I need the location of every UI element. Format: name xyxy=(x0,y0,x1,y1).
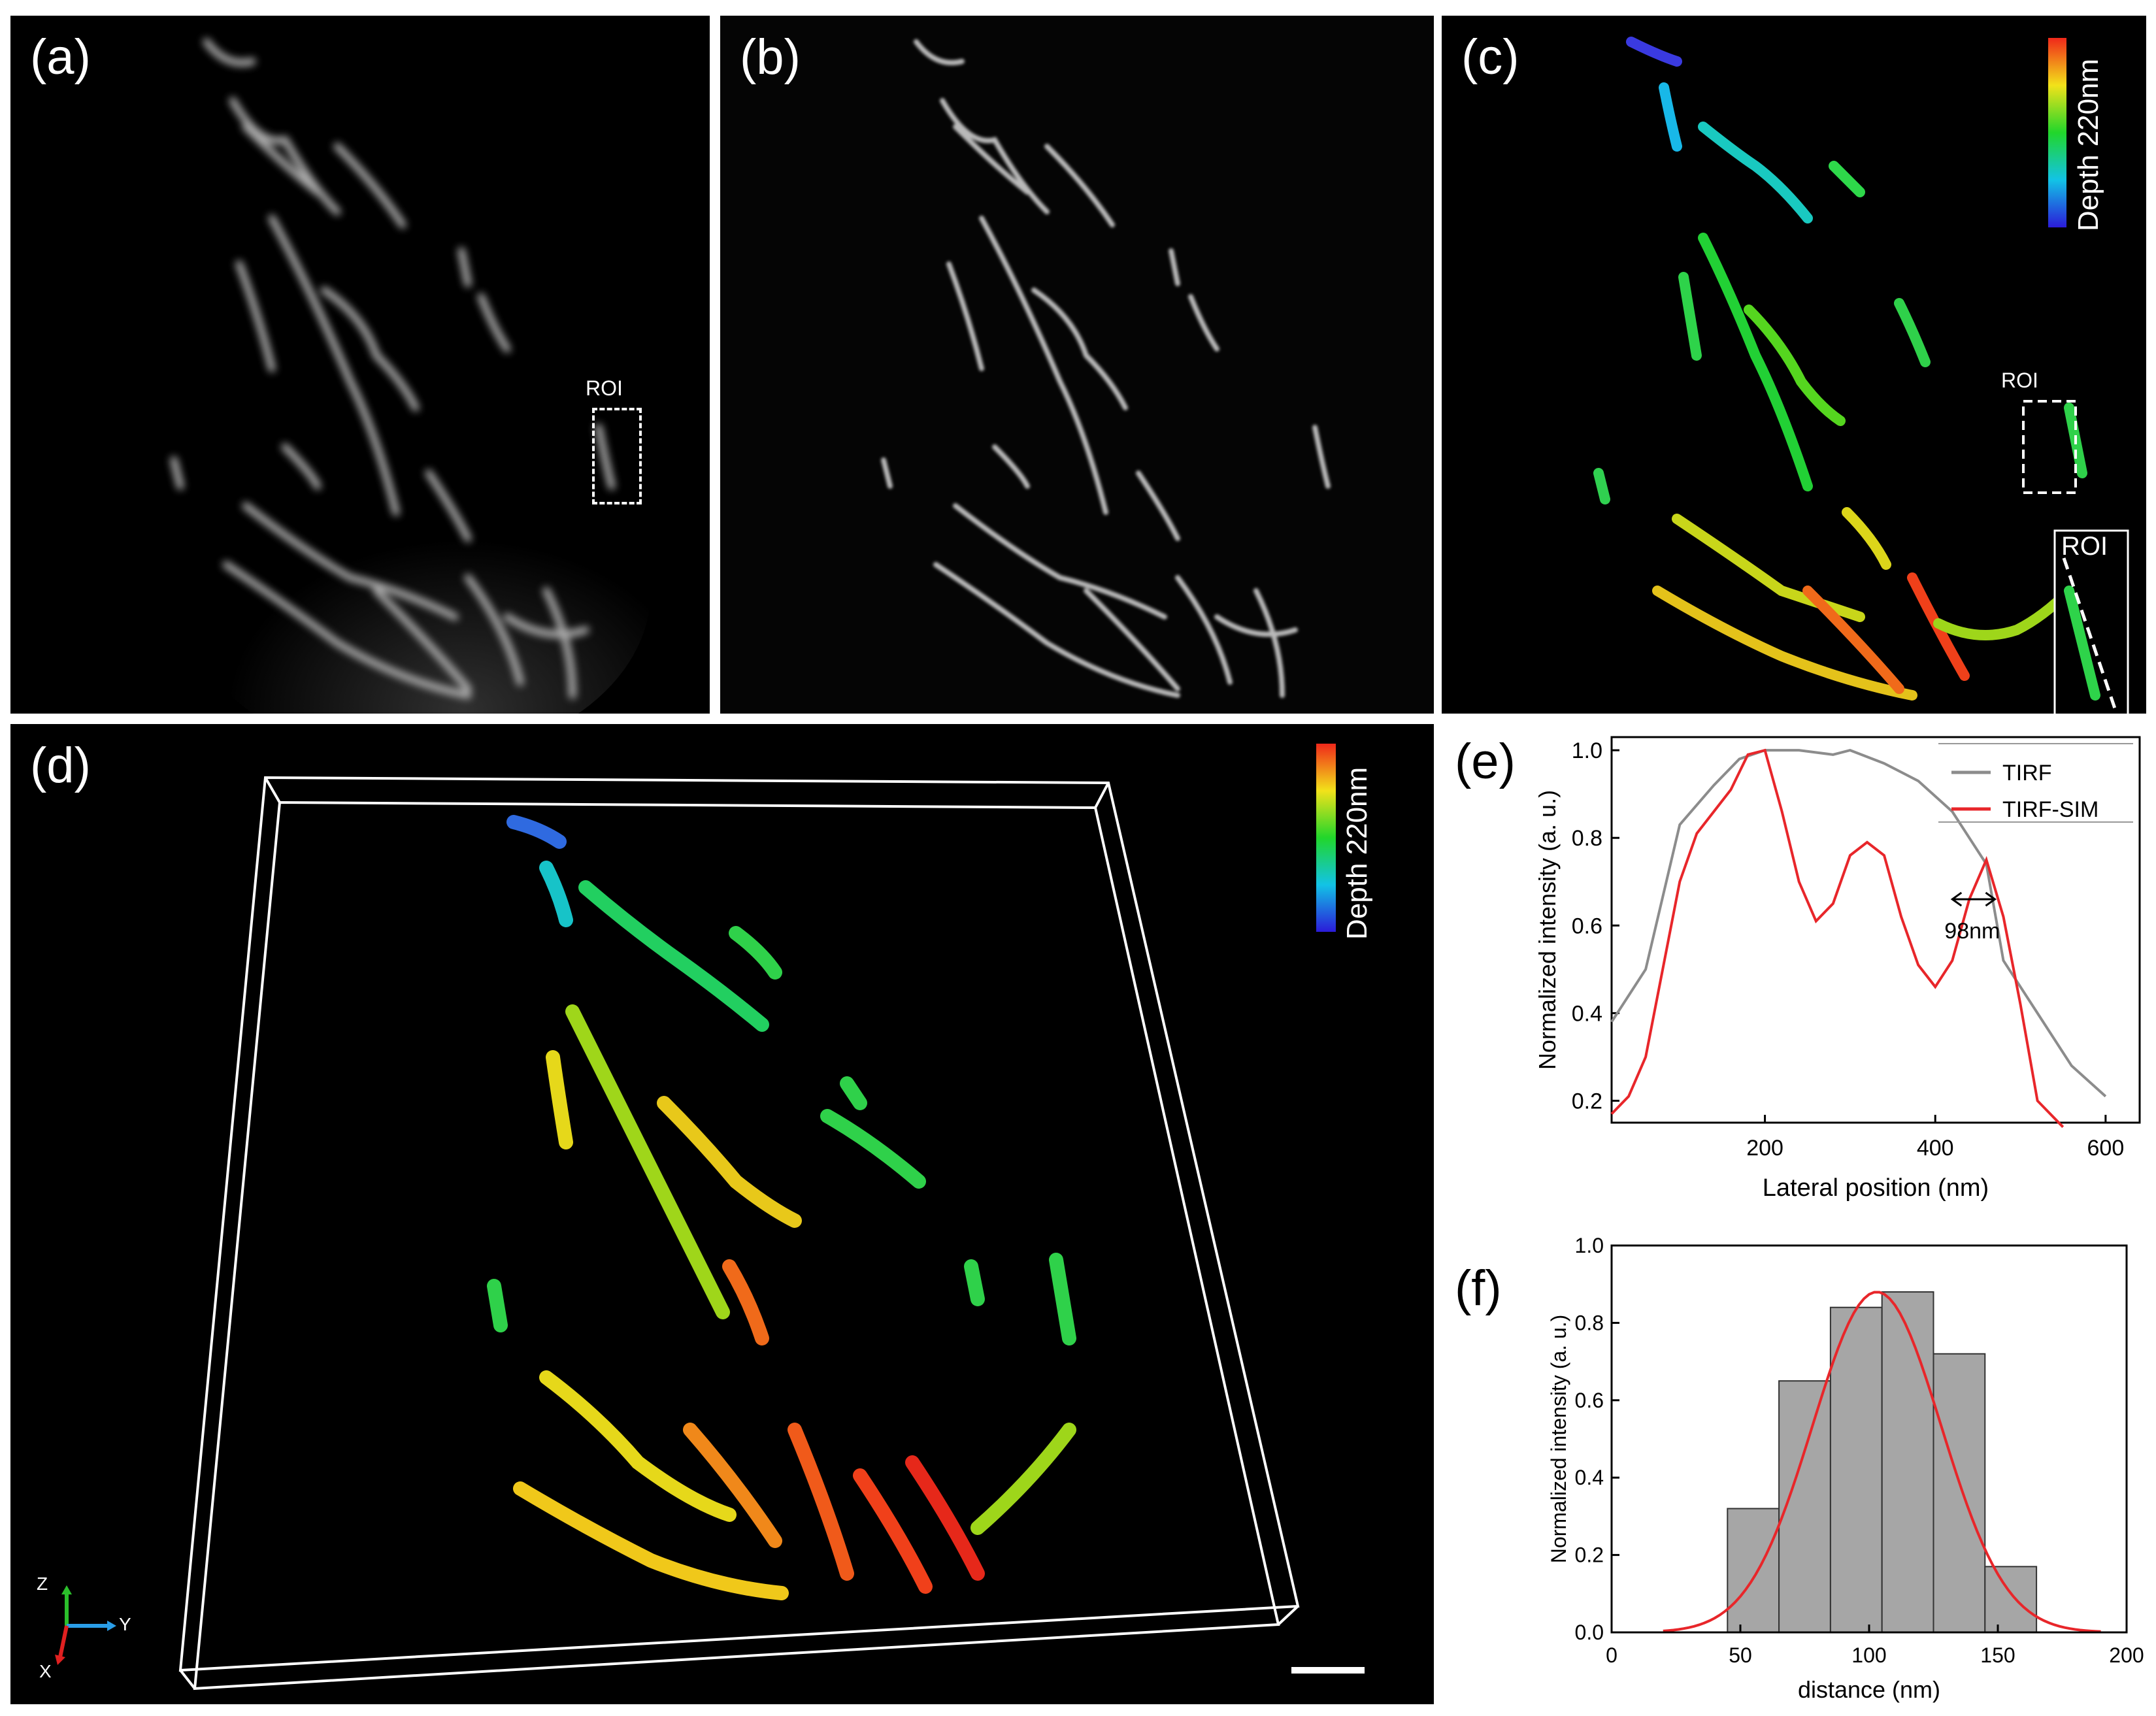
panel-e-label: (e) xyxy=(1455,734,1516,789)
x-tick-label-f: 200 xyxy=(2109,1643,2144,1667)
panel-e-line-chart: (e) 200 400 600 0.2 0.4 0.6 0.8 1.0 Lateral posi… xyxy=(1442,724,2146,1240)
x-tick-label-f: 50 xyxy=(1729,1643,1752,1667)
axis-y-label: Y xyxy=(119,1614,131,1634)
panel-c-label: (c) xyxy=(1461,29,1519,85)
histogram-bar xyxy=(1932,1353,1986,1633)
panel-c-image xyxy=(1442,16,2146,714)
y-tick-label-f: 0.6 xyxy=(1575,1389,1604,1412)
roi-label-a: ROI xyxy=(586,376,623,400)
y-tick-label-e: 1.0 xyxy=(1572,738,1602,763)
axis-x-label: X xyxy=(39,1661,52,1681)
histogram-bar xyxy=(1881,1291,1934,1634)
legend-label: TIRF-SIM xyxy=(2002,797,2098,822)
panel-f-label: (f) xyxy=(1455,1261,1502,1316)
y-tick-label-f: 0.2 xyxy=(1575,1543,1604,1567)
chart-e-svg: 200 400 600 0.2 0.4 0.6 0.8 1.0 Lateral position… xyxy=(1534,736,2141,1202)
annotation-arrow-left xyxy=(1950,891,1963,907)
panel-a-tirf-image: (a) ROI xyxy=(10,16,710,714)
y-tick-label-e: 0.6 xyxy=(1572,914,1602,938)
y-tick-label-e: 0.8 xyxy=(1572,826,1602,851)
y-axis-label-f: Normalized intensity (a. u.) xyxy=(1547,1315,1570,1564)
x-axis-label-e: Lateral position (nm) xyxy=(1763,1174,1989,1202)
x-tick-label-f: 100 xyxy=(1851,1643,1886,1667)
x-axis-label-f: distance (nm) xyxy=(1798,1676,1940,1703)
y-tick-label-f: 0.8 xyxy=(1575,1311,1604,1334)
panel-a-label: (a) xyxy=(30,29,91,85)
histogram-bar xyxy=(1984,1566,2038,1633)
panel-a-image xyxy=(10,16,710,714)
gaussian-fit-curve xyxy=(1663,1291,2101,1633)
panel-d-label: (d) xyxy=(30,738,91,793)
colorbar-label-d: Depth 220nm xyxy=(1341,767,1373,940)
x-tick-label-f: 0 xyxy=(1606,1643,1617,1667)
axis-z-label: Z xyxy=(37,1574,48,1594)
panel-d-3d-render: (d) Depth 220nm Z Y X xyxy=(10,724,1434,1704)
roi-label-c: ROI xyxy=(2001,369,2038,392)
roi-box-a xyxy=(592,408,642,504)
x-tick-label-e: 400 xyxy=(1917,1136,1954,1161)
plot-frame-e xyxy=(1610,736,2141,1124)
panel-f-histogram: (f) 0 50 100 150 200 0.0 0.2 0.4 0.6 0.8 1.0 distan… xyxy=(1442,1234,2146,1704)
xyz-axis-icon xyxy=(55,1585,116,1665)
y-tick-label-e: 0.2 xyxy=(1572,1089,1602,1114)
x-tick-label-f: 150 xyxy=(1980,1643,2015,1667)
y-tick-label-f: 0.4 xyxy=(1575,1466,1604,1489)
annotation-label: 98nm xyxy=(1944,919,2000,944)
panel-b-image xyxy=(720,16,1434,714)
series-line-tirf-sim xyxy=(1610,748,2065,1129)
panel-b-label: (b) xyxy=(740,29,801,85)
inset-roi-label-c: ROI xyxy=(2061,532,2108,561)
panel-b-tirf-sim-image: (b) xyxy=(720,16,1434,714)
panel-d-image xyxy=(10,724,1434,1704)
legend-label: TIRF xyxy=(2002,761,2052,785)
x-tick-label-e: 200 xyxy=(1746,1136,1783,1161)
x-tick-label-e: 600 xyxy=(2087,1136,2125,1161)
colorbar-label-c: Depth 220nm xyxy=(2072,58,2104,231)
y-tick-label-e: 0.4 xyxy=(1572,1001,1602,1026)
y-axis-label-e: Normalized intensity (a. u.) xyxy=(1534,790,1561,1070)
chart-f-svg: 0 50 100 150 200 0.0 0.2 0.4 0.6 0.8 1.0 distance (… xyxy=(1547,1234,2144,1703)
y-tick-label-f: 1.0 xyxy=(1575,1234,1604,1257)
histogram-bar xyxy=(1727,1508,1780,1633)
annotation-arrow-right xyxy=(1985,891,1997,907)
panel-c-depth-image: (c) ROI ROI Depth 220nm xyxy=(1442,16,2146,714)
y-tick-label-f: 0.0 xyxy=(1575,1621,1604,1644)
histogram-bar xyxy=(1829,1306,1883,1633)
